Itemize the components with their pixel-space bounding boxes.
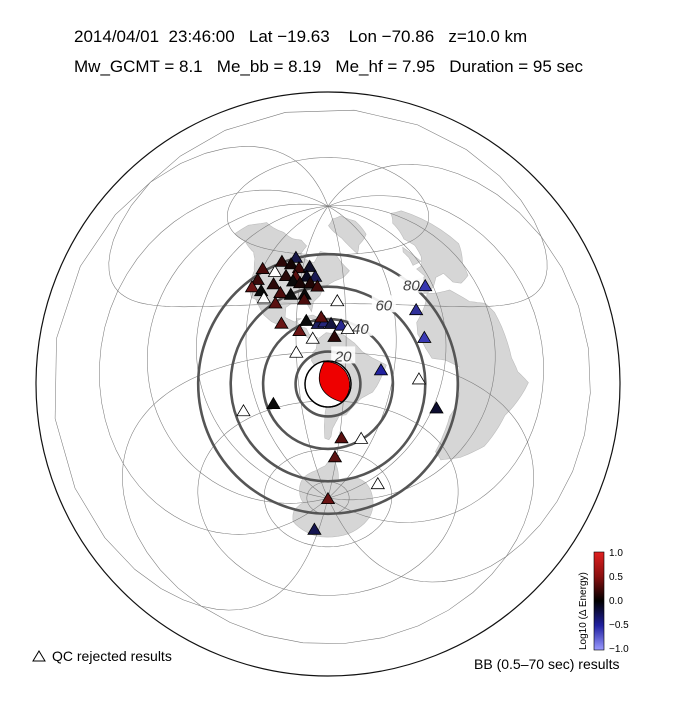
ring-label-bg (348, 318, 373, 336)
parallel-line (197, 400, 459, 596)
station-marker (274, 316, 289, 329)
antarctica-landmass (292, 454, 374, 538)
europe-landmass (390, 210, 469, 294)
great-britain-landmass (402, 246, 422, 266)
station-marker (266, 277, 281, 290)
rejected-station-marker (256, 291, 272, 304)
rejected-station-marker (236, 403, 251, 417)
colorbar-tick-1: 1.0 (609, 548, 623, 559)
event-info-line: 2014/04/01 23:46:00 Lat −19.63 Lon −70.8… (74, 27, 528, 46)
ring-label-60: 60 (375, 297, 392, 314)
station-marker (333, 318, 349, 331)
station-marker (334, 431, 349, 444)
station-marker (292, 323, 307, 336)
rejected-station-marker (340, 321, 355, 335)
parallel-line (108, 109, 548, 308)
rejected-station-marker (289, 345, 304, 358)
station-marker (320, 491, 336, 505)
station-marker (323, 316, 339, 329)
station-marker (327, 329, 342, 342)
station-marker (283, 257, 299, 270)
results-legend: BB (0.5–70 sec) results (474, 656, 620, 672)
triangle-outline-icon (32, 650, 46, 662)
africa-landmass (416, 289, 529, 461)
greenland-landmass (328, 215, 367, 255)
station-marker (327, 450, 343, 463)
station-marker (418, 278, 433, 292)
station-marker (244, 280, 260, 293)
ring-label-bg (371, 295, 396, 313)
colorbar-tick-0: 0.0 (609, 596, 623, 607)
station-marker (408, 302, 424, 316)
distance-ring (261, 317, 395, 451)
ring-label-bg (399, 275, 424, 293)
beachball-rim (304, 360, 352, 408)
station-marker (292, 275, 308, 289)
station-marker (307, 522, 322, 535)
station-marker (273, 285, 288, 299)
stations (236, 250, 444, 535)
rejected-station-marker (353, 431, 369, 444)
focal-mechanism-beachball (304, 360, 352, 408)
station-marker (313, 310, 329, 323)
ring-label-20: 20 (334, 348, 352, 365)
qc-rejected-legend: QC rejected results (32, 648, 172, 664)
colorbar-tick-neg-0-5: −0.5 (609, 620, 629, 631)
rejected-station-marker (411, 372, 427, 385)
distance-ring (196, 252, 460, 516)
rejected-station-marker (330, 293, 345, 307)
colorbar-title: Log10 (Δ Energy) (578, 572, 589, 650)
distance-ring (294, 350, 362, 418)
beachball-compression-quadrant (319, 361, 351, 403)
magnitude-info-line: Mw_GCMT = 8.1 Me_bb = 8.19 Me_hf = 7.95 … (74, 57, 584, 76)
parallel-line (227, 157, 429, 256)
station-marker (274, 254, 290, 267)
station-marker (417, 330, 432, 343)
colorbar-tick-0-5: 0.5 (609, 572, 623, 583)
rejected-station-marker (267, 264, 283, 277)
station-marker (299, 313, 314, 326)
station-marker (288, 250, 304, 263)
parallel-line (122, 351, 534, 644)
rejected-station-marker (305, 331, 320, 344)
ring-label-bg (331, 346, 356, 364)
globe-outline (35, 91, 621, 677)
parallel-line (263, 449, 393, 548)
station-marker (373, 363, 389, 376)
station-marker (278, 268, 294, 282)
station-marker (297, 292, 312, 305)
station-marker (283, 287, 298, 300)
station-marker (266, 396, 281, 409)
colorbar (593, 551, 605, 651)
ring-label-80: 80 (403, 278, 420, 295)
ring-label-40: 40 (352, 321, 369, 338)
station-marker (255, 261, 270, 274)
colorbar-tick-neg-1: −1.0 (609, 644, 629, 655)
station-marker (268, 296, 283, 309)
rejected-station-marker (370, 476, 386, 490)
station-marker (302, 259, 317, 272)
station-marker (307, 269, 323, 282)
station-marker (429, 401, 444, 414)
qc-rejected-label: QC rejected results (52, 648, 172, 664)
station-marker (303, 276, 318, 289)
station-marker (250, 272, 265, 285)
station-marker (310, 279, 325, 292)
